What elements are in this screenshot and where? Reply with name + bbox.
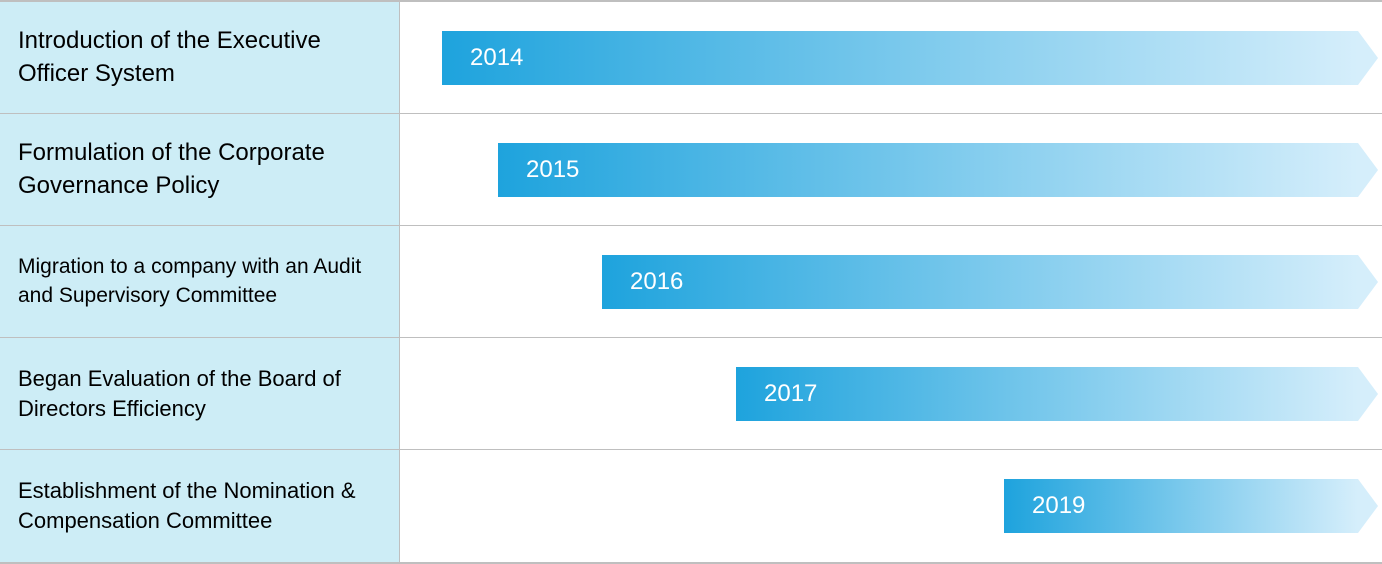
year-label: 2016 (630, 268, 683, 296)
row-bar-cell: 2017 (400, 338, 1382, 449)
year-label: 2014 (470, 44, 523, 72)
year-label: 2019 (1032, 492, 1085, 520)
timeline-arrow: 2015 (498, 143, 1378, 197)
arrow-tip (1358, 143, 1378, 197)
row-label-cell: Migration to a company with an Audit and… (0, 226, 400, 337)
timeline-row: Began Evaluation of the Board of Directo… (0, 338, 1382, 450)
timeline-arrow: 2019 (1004, 479, 1378, 533)
row-label: Formulation of the Corporate Governance … (18, 137, 381, 202)
row-label-cell: Introduction of the Executive Officer Sy… (0, 2, 400, 113)
arrow-tip (1358, 255, 1378, 309)
row-bar-cell: 2019 (400, 450, 1382, 562)
row-label: Began Evaluation of the Board of Directo… (18, 364, 381, 423)
timeline-row: Formulation of the Corporate Governance … (0, 114, 1382, 226)
arrow-body (498, 143, 1358, 197)
arrow-body (736, 367, 1358, 421)
timeline-arrow: 2017 (736, 367, 1378, 421)
row-label: Introduction of the Executive Officer Sy… (18, 25, 381, 90)
row-label-cell: Establishment of the Nomination & Compen… (0, 450, 400, 562)
timeline-row: Establishment of the Nomination & Compen… (0, 450, 1382, 562)
row-bar-cell: 2015 (400, 114, 1382, 225)
timeline-arrow: 2016 (602, 255, 1378, 309)
governance-timeline-chart: Introduction of the Executive Officer Sy… (0, 0, 1382, 564)
row-bar-cell: 2014 (400, 2, 1382, 113)
arrow-tip (1358, 367, 1378, 421)
row-label-cell: Began Evaluation of the Board of Directo… (0, 338, 400, 449)
row-label: Establishment of the Nomination & Compen… (18, 476, 381, 535)
timeline-row: Introduction of the Executive Officer Sy… (0, 2, 1382, 114)
arrow-tip (1358, 479, 1378, 533)
row-label: Migration to a company with an Audit and… (18, 253, 381, 310)
timeline-arrow: 2014 (442, 31, 1378, 85)
year-label: 2017 (764, 380, 817, 408)
year-label: 2015 (526, 156, 579, 184)
row-bar-cell: 2016 (400, 226, 1382, 337)
arrow-tip (1358, 31, 1378, 85)
arrow-body (602, 255, 1358, 309)
row-label-cell: Formulation of the Corporate Governance … (0, 114, 400, 225)
arrow-body (442, 31, 1358, 85)
timeline-row: Migration to a company with an Audit and… (0, 226, 1382, 338)
